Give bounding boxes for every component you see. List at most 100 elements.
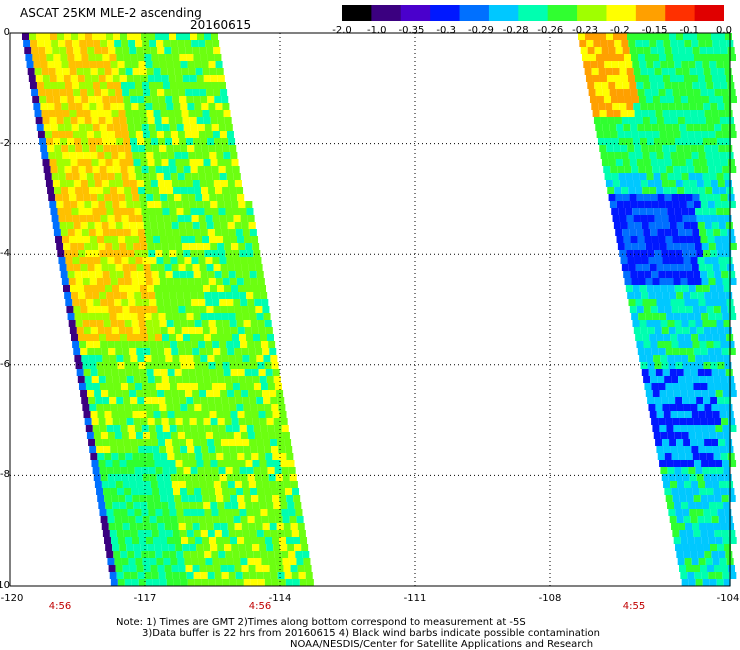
- swath-cell: [653, 432, 661, 439]
- swath-cell: [194, 446, 202, 453]
- swath-cell: [672, 54, 680, 61]
- swath-cell: [222, 404, 230, 411]
- swath-cell: [649, 334, 657, 341]
- swath-cell: [72, 299, 80, 306]
- swath-cell: [151, 572, 159, 579]
- swath-cell: [158, 313, 166, 320]
- swath-cell: [206, 390, 214, 397]
- swath-cell: [694, 131, 702, 138]
- swath-cell: [202, 236, 210, 243]
- swath-cell: [719, 411, 727, 418]
- swath-cell: [114, 341, 122, 348]
- swath-cell: [637, 348, 645, 355]
- swath-cell: [209, 453, 217, 460]
- swath-cell: [162, 166, 170, 173]
- swath-cell: [668, 362, 676, 369]
- swath-cell: [687, 166, 695, 173]
- swath-cell: [167, 194, 175, 201]
- swath-cell: [153, 495, 161, 502]
- swath-cell: [188, 537, 196, 544]
- swath-cell: [185, 306, 193, 313]
- swath-cell: [260, 509, 268, 516]
- swath-cell: [621, 152, 629, 159]
- swath-cell: [684, 152, 692, 159]
- swath-cell: [647, 215, 655, 222]
- swath-cell: [97, 68, 105, 75]
- swath-cell: [659, 96, 667, 103]
- swath-cell: [168, 544, 176, 551]
- swath-cell: [153, 327, 161, 334]
- swath-cell: [652, 96, 660, 103]
- swath-cell: [257, 362, 265, 369]
- swath-cell: [192, 264, 200, 271]
- swath-cell: [140, 544, 148, 551]
- swath-cell: [620, 75, 628, 82]
- swath-cell: [146, 495, 154, 502]
- swath-cell: [89, 145, 97, 152]
- swath-cell: [729, 537, 737, 544]
- swath-cell: [255, 264, 263, 271]
- swath-cell: [92, 82, 100, 89]
- swath-cell: [149, 40, 157, 47]
- swath-cell: [233, 299, 241, 306]
- swath-cell: [106, 124, 114, 131]
- swath-cell: [199, 47, 207, 54]
- swath-cell: [727, 82, 735, 89]
- swath-cell: [193, 96, 201, 103]
- swath-cell: [49, 75, 57, 82]
- swath-cell: [136, 523, 144, 530]
- swath-cell: [728, 54, 736, 61]
- swath-cell: [92, 425, 100, 432]
- swath-cell: [107, 257, 115, 264]
- swath-cell: [628, 152, 636, 159]
- swath-cell: [698, 558, 706, 565]
- swath-cell: [199, 348, 207, 355]
- swath-cell: [632, 61, 640, 68]
- swath-cell: [75, 103, 83, 110]
- swath-cell: [133, 117, 141, 124]
- swath-cell: [175, 544, 183, 551]
- swath-cell: [666, 243, 674, 250]
- swath-cell: [268, 516, 276, 523]
- swath-cell: [164, 481, 172, 488]
- swath-cell: [52, 222, 60, 229]
- swath-cell: [158, 96, 166, 103]
- swath-cell: [156, 341, 164, 348]
- swath-cell: [144, 355, 152, 362]
- colorbar-tick: -0.29: [467, 25, 494, 36]
- swath-cell: [151, 439, 159, 446]
- swath-cell: [101, 264, 109, 271]
- swath-cell: [270, 530, 278, 537]
- swath-cell: [628, 40, 636, 47]
- swath-cell: [199, 180, 207, 187]
- swath-cell: [692, 194, 700, 201]
- swath-cell: [128, 341, 136, 348]
- swath-cell: [156, 257, 164, 264]
- swath-cell: [206, 264, 214, 271]
- swath-cell: [119, 117, 127, 124]
- swath-cell: [686, 383, 694, 390]
- swath-cell: [167, 537, 175, 544]
- swath-cell: [181, 68, 189, 75]
- swath-cell: [719, 446, 727, 453]
- swath-cell: [110, 404, 118, 411]
- swath-cell: [196, 201, 204, 208]
- swath-cell: [283, 523, 291, 530]
- swath-cell: [617, 96, 625, 103]
- swath-cell: [637, 54, 645, 61]
- swath-cell: [241, 390, 249, 397]
- swath-cell: [162, 33, 169, 40]
- swath-cell: [149, 299, 157, 306]
- swath-cell: [669, 222, 677, 229]
- colorbar-tick: -0.1: [679, 25, 700, 36]
- swath-cell: [679, 236, 687, 243]
- swath-cell: [185, 523, 193, 530]
- swath-cell: [122, 390, 130, 397]
- swath-cell: [619, 68, 627, 75]
- swath-cell: [143, 523, 151, 530]
- swath-cell: [201, 362, 209, 369]
- swath-cell: [135, 131, 143, 138]
- swath-cell: [84, 376, 92, 383]
- swath-cell: [211, 467, 219, 474]
- swath-cell: [652, 390, 660, 397]
